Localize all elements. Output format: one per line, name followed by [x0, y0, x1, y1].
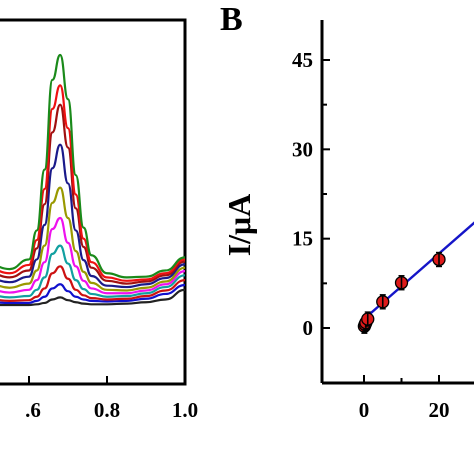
panel-a-x-tick-label: 1.0	[172, 398, 198, 422]
data-point	[394, 275, 409, 291]
panel-a-x-tick-label: .6	[25, 398, 41, 422]
panel-a: .6 0.8 1.0	[0, 18, 198, 422]
panel-b-y-axis-label: I/μA	[221, 194, 257, 257]
panel-b-x-tick-label: 20	[429, 398, 450, 422]
panel-a-frame	[0, 18, 187, 386]
voltammogram-curve-9	[0, 84, 186, 282]
voltammogram-curve-2	[0, 283, 186, 305]
panel-b-y-tick-label: 45	[292, 48, 313, 72]
panel-b-letter: B	[220, 1, 243, 38]
voltammogram-curve-4	[0, 244, 186, 299]
panel-b: B I/μA 0 15 30 45 0 20	[220, 1, 474, 422]
data-point	[361, 311, 375, 327]
panel-a-x-tick-label: 0.8	[94, 398, 120, 422]
panel-b-y-tick-label: 0	[303, 316, 314, 340]
data-point	[376, 294, 390, 310]
voltammogram-curve-8	[0, 103, 186, 285]
voltammogram-curve-7	[0, 143, 186, 289]
data-point	[432, 251, 446, 268]
panel-b-x-ticks: 0 20	[359, 375, 450, 422]
voltammogram-curve-1	[0, 288, 186, 307]
panel-a-curves	[0, 53, 186, 307]
voltammogram-curve-6	[0, 186, 186, 292]
panel-b-x-tick-label: 0	[359, 398, 370, 422]
voltammogram-curve-10	[0, 53, 186, 279]
panel-b-y-ticks: 0 15 30 45	[292, 48, 330, 340]
panel-b-points	[357, 251, 446, 334]
panel-b-y-tick-label: 30	[292, 137, 313, 161]
panel-a-x-ticks: .6 0.8 1.0	[25, 376, 198, 422]
voltammogram-curve-3	[0, 265, 186, 302]
voltammogram-curve-5	[0, 216, 186, 295]
panel-b-y-tick-label: 15	[292, 227, 313, 251]
